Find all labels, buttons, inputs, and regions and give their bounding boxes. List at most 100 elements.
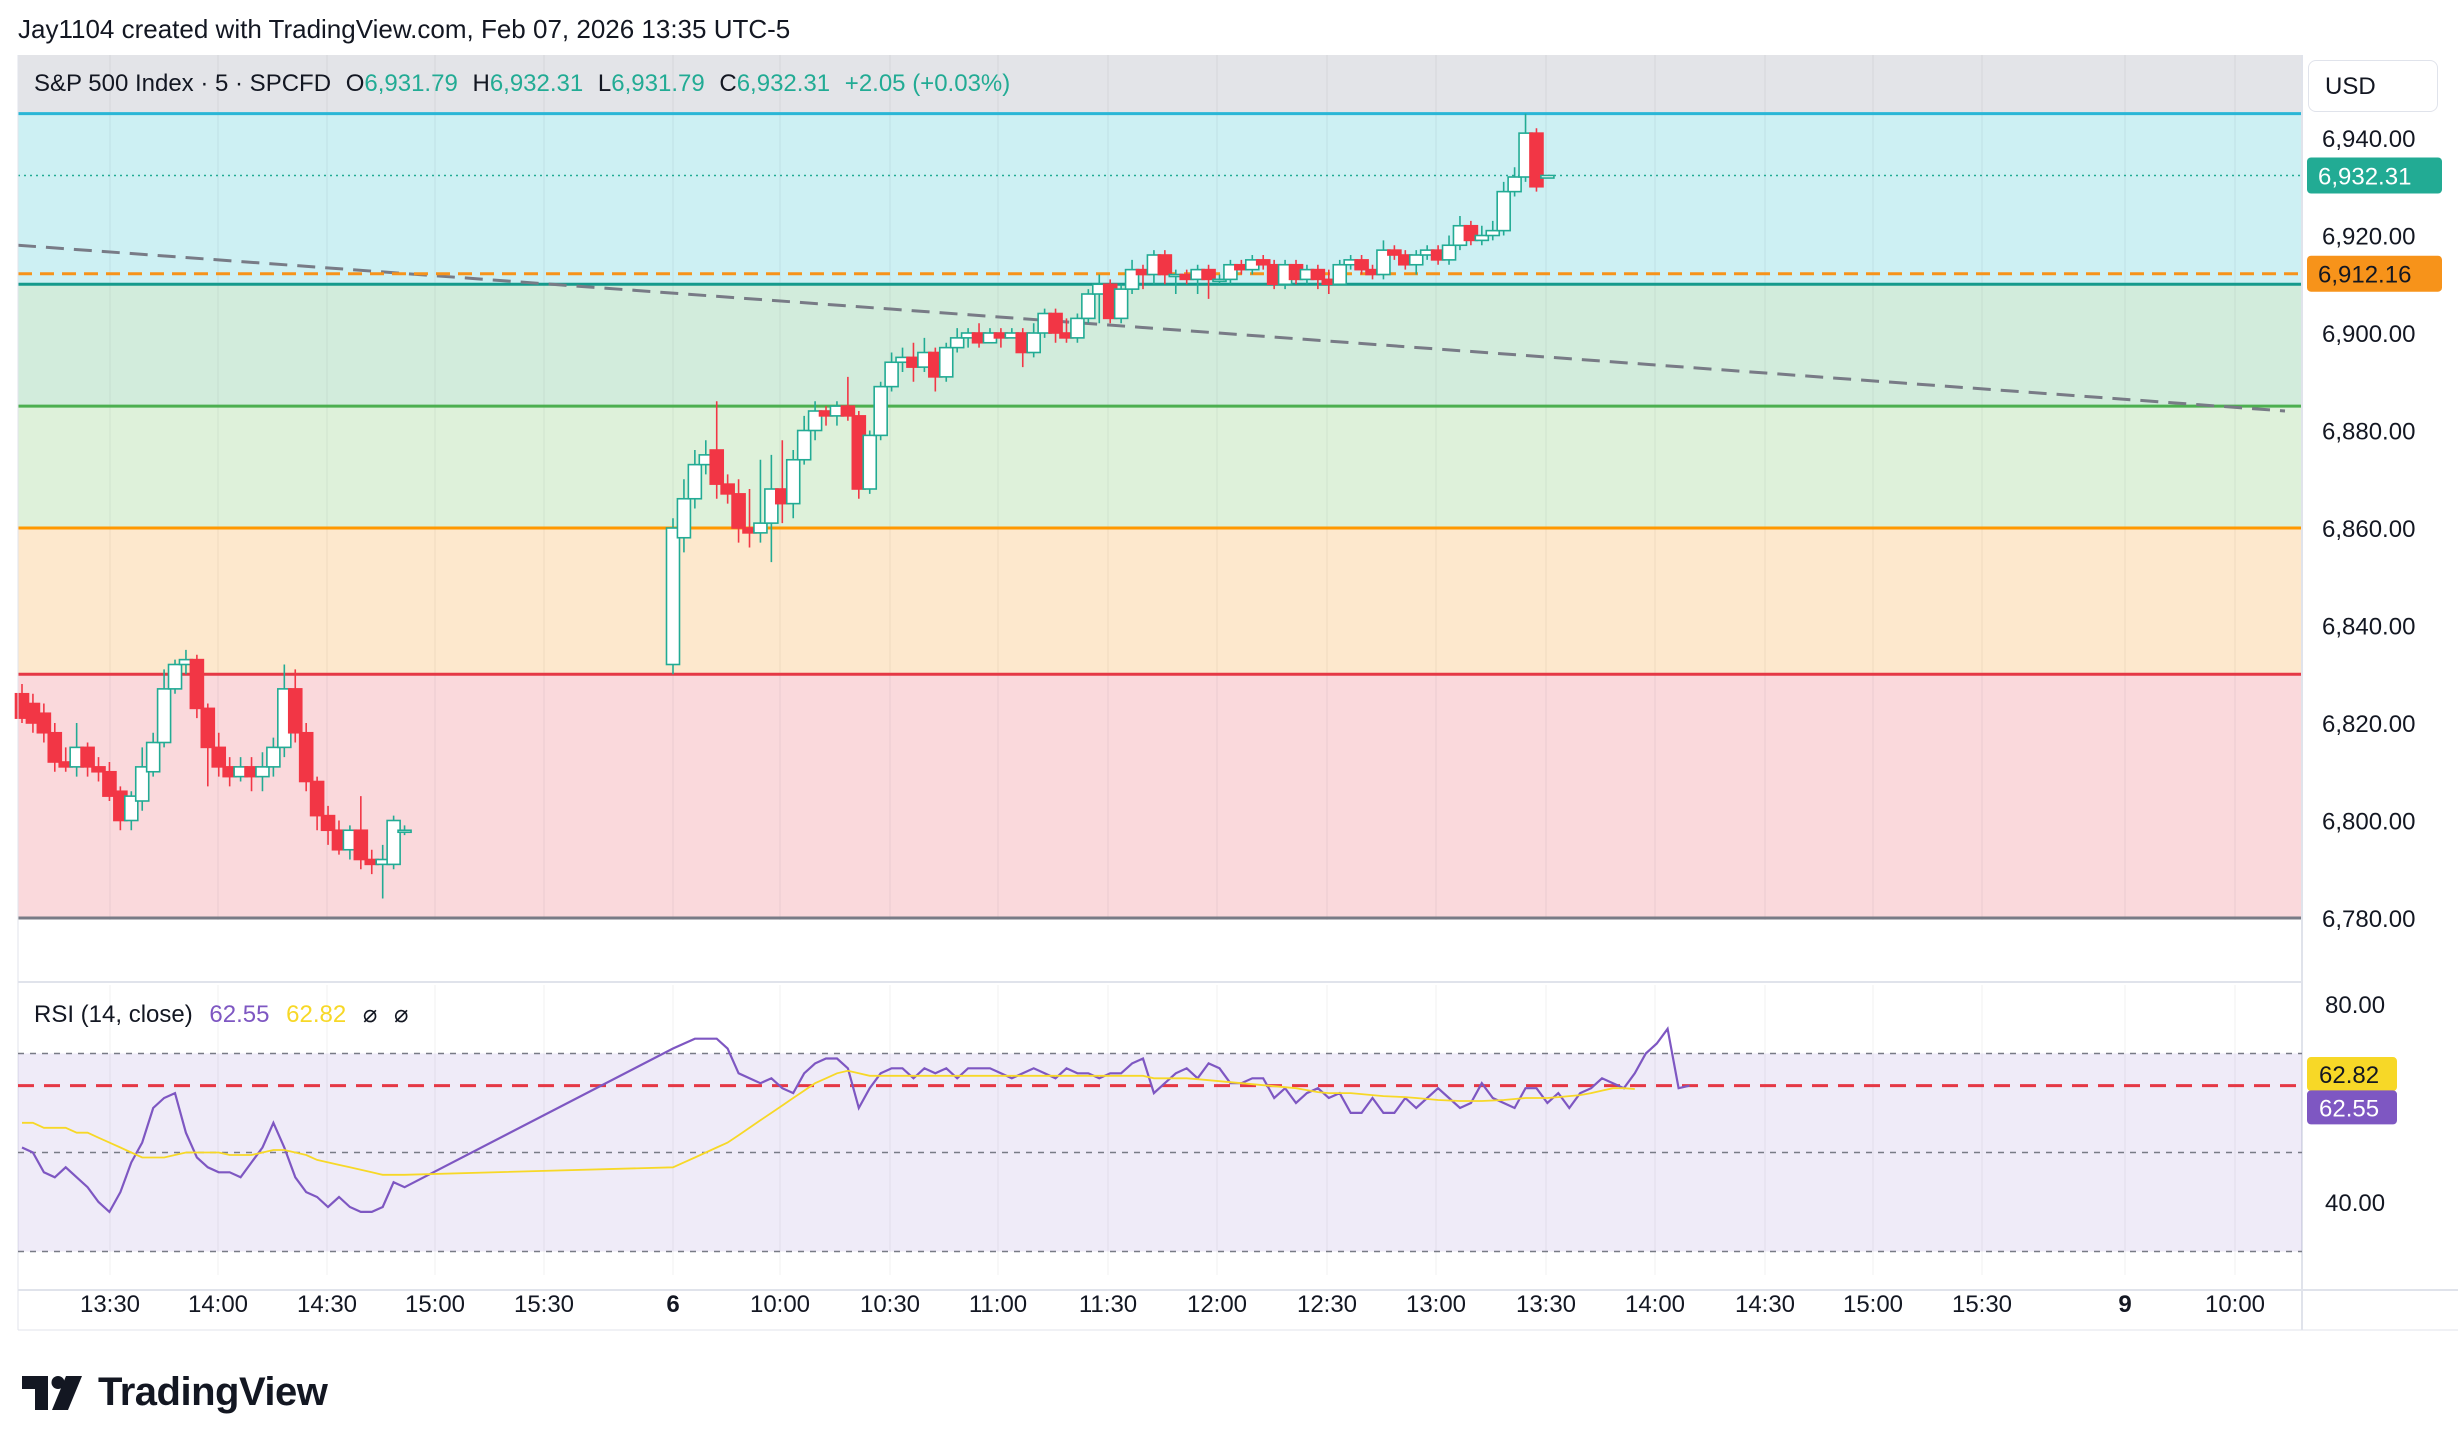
s2-candle-25 bbox=[938, 342, 954, 382]
rsi-title[interactable]: RSI (14, close) bbox=[34, 1001, 193, 1028]
candle-body bbox=[687, 463, 703, 500]
s2-candle-78 bbox=[1518, 113, 1533, 182]
s1-candle-27 bbox=[309, 776, 325, 831]
candle-body bbox=[949, 337, 965, 349]
time-tick-label: 13:30 bbox=[80, 1291, 140, 1318]
candle-body bbox=[156, 688, 172, 744]
tradingview-wordmark: TradingView bbox=[98, 1370, 328, 1414]
candle-body bbox=[1310, 268, 1326, 281]
s1-candle-17 bbox=[200, 703, 216, 787]
s2-candle-51 bbox=[1223, 259, 1238, 285]
candle-body bbox=[309, 780, 325, 817]
candle-body bbox=[785, 458, 801, 505]
s1-candle-28 bbox=[320, 805, 336, 845]
s2-candle-19 bbox=[873, 381, 888, 441]
s2-candle-26 bbox=[949, 328, 965, 353]
s2-candle-38 bbox=[1081, 289, 1096, 324]
s2-candle-77 bbox=[1507, 167, 1522, 197]
s2-candle-11 bbox=[785, 450, 801, 519]
rsi-legend: RSI (14, close) 62.55 62.82 ⌀ ⌀ bbox=[34, 1000, 408, 1029]
s2-candle-8 bbox=[753, 459, 768, 543]
time-tick-label: 9 bbox=[2118, 1291, 2131, 1318]
candle-body bbox=[1441, 244, 1457, 261]
s2-candle-49 bbox=[1201, 264, 1216, 299]
candle-body bbox=[36, 712, 52, 734]
s2-candle-24 bbox=[928, 347, 943, 392]
price-label-text: 6,932.31 bbox=[2318, 163, 2411, 190]
s1-candle-23 bbox=[266, 737, 281, 777]
candle-body bbox=[298, 731, 314, 783]
candle-body bbox=[320, 814, 336, 832]
s1-candle-26 bbox=[298, 723, 314, 792]
s2-candle-5 bbox=[720, 474, 735, 504]
candle-body bbox=[211, 746, 227, 768]
s2-candle-76 bbox=[1496, 181, 1511, 236]
s2-candle-12 bbox=[796, 415, 812, 465]
s1-candle-7 bbox=[91, 757, 106, 782]
time-tick-label: 14:00 bbox=[188, 1291, 248, 1318]
time-tick-label: 10:00 bbox=[750, 1291, 810, 1318]
s2-candle-10 bbox=[774, 440, 790, 524]
price-tick-label: 6,780.00 bbox=[2322, 906, 2415, 933]
s1-candle-8 bbox=[102, 762, 117, 801]
candle-body bbox=[1070, 317, 1085, 339]
s2-candle-33 bbox=[1026, 323, 1041, 358]
s2-candle-9 bbox=[764, 454, 779, 563]
rsi-value-label-text: 62.82 bbox=[2319, 1062, 2379, 1089]
candle-body bbox=[1408, 254, 1424, 266]
rsi-ma-value: 62.82 bbox=[286, 1001, 347, 1028]
s1-candle-29 bbox=[331, 820, 347, 855]
candle-body bbox=[1223, 263, 1238, 281]
s2-candle-68 bbox=[1408, 250, 1424, 275]
time-tick-label: 11:00 bbox=[969, 1291, 1027, 1318]
s2-candle-34 bbox=[1037, 308, 1052, 338]
candle-body bbox=[862, 434, 878, 490]
s1-candle-24 bbox=[277, 664, 292, 758]
s1-candle-18 bbox=[211, 732, 227, 777]
s1-candle-1 bbox=[25, 693, 41, 733]
time-tick-label: 15:30 bbox=[514, 1291, 574, 1318]
open-label: O bbox=[345, 70, 365, 97]
s2-candle-2 bbox=[687, 450, 703, 509]
time-tick-label: 6 bbox=[666, 1291, 679, 1318]
candle-body bbox=[764, 488, 779, 524]
time-tick-label: 13:30 bbox=[1516, 1291, 1576, 1318]
s1-candle-14 bbox=[167, 659, 183, 694]
s2-candle-45 bbox=[1157, 250, 1173, 285]
candle-body bbox=[1496, 190, 1511, 232]
attribution-text: Jay1104 created with TradingView.com, Fe… bbox=[18, 14, 791, 44]
s1-candle-25 bbox=[287, 669, 303, 743]
currency-selector[interactable]: USD bbox=[2308, 60, 2438, 112]
close-label: C bbox=[719, 70, 737, 97]
time-tick-label: 15:30 bbox=[1952, 1291, 2012, 1318]
s2-candle-37 bbox=[1070, 313, 1085, 343]
candle-body bbox=[189, 658, 205, 710]
candle-body bbox=[884, 361, 899, 388]
s2-candle-63 bbox=[1354, 255, 1369, 275]
time-tick-label: 10:00 bbox=[2205, 1291, 2265, 1318]
candle-body bbox=[1354, 259, 1369, 271]
rsi-tick-label: 80.00 bbox=[2325, 992, 2385, 1019]
s2-candle-75 bbox=[1485, 220, 1501, 241]
close-value: 6,932.31 bbox=[736, 70, 831, 97]
s2-candle-20 bbox=[884, 352, 899, 392]
price-zone-4 bbox=[18, 528, 2302, 675]
rsi-value: 62.55 bbox=[209, 1001, 270, 1028]
tradingview-logo[interactable]: TradingView bbox=[22, 1370, 328, 1415]
time-tick-label: 12:00 bbox=[1187, 1291, 1247, 1318]
s1-candle-10 bbox=[124, 791, 139, 831]
s1-candle-6 bbox=[80, 742, 95, 777]
rsi-axis-bg bbox=[2303, 985, 2458, 1275]
candle-body bbox=[1212, 278, 1227, 283]
s2-candle-74 bbox=[1474, 225, 1490, 246]
change-value: +2.05 (+0.03%) bbox=[844, 70, 1011, 97]
s1-candle-2 bbox=[36, 703, 52, 743]
candle-body bbox=[1113, 288, 1129, 320]
candle-body bbox=[1485, 229, 1501, 237]
s1-candle-0 bbox=[14, 684, 30, 723]
symbol-label[interactable]: S&P 500 Index · 5 · SPCFD bbox=[34, 70, 332, 97]
price-tick-label: 6,820.00 bbox=[2322, 711, 2415, 738]
candle-body bbox=[1026, 332, 1041, 354]
candle-body bbox=[676, 497, 692, 539]
